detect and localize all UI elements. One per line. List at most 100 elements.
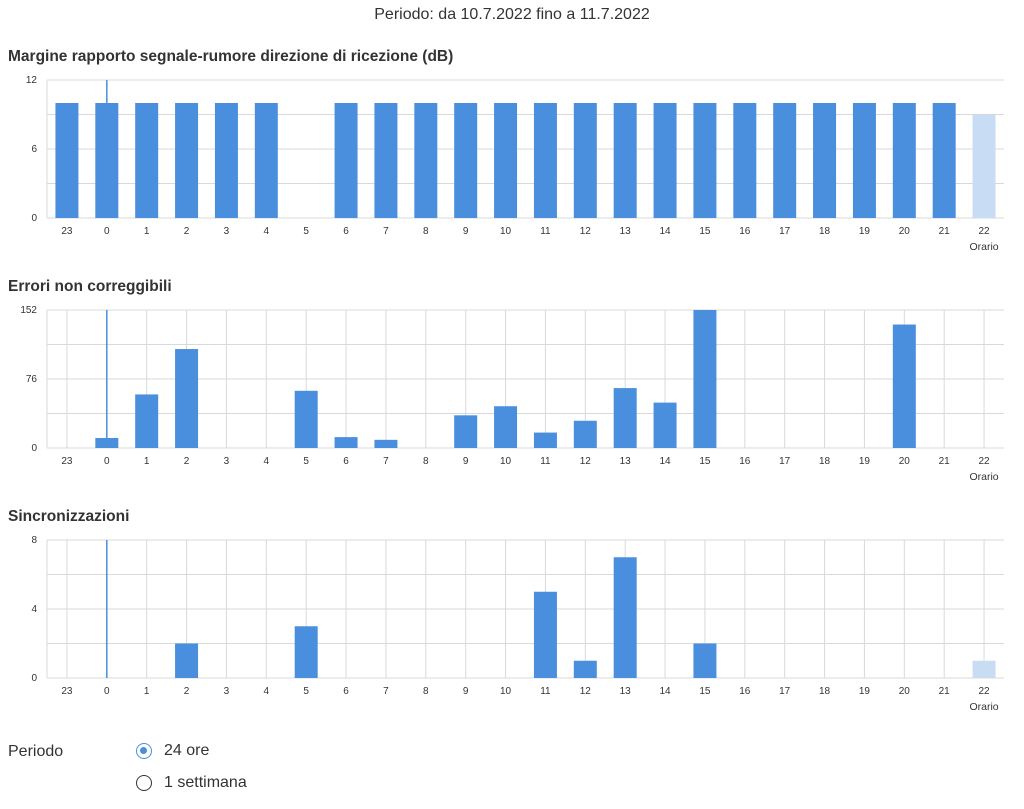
x-tick-label: 18 bbox=[819, 456, 831, 467]
x-tick-label: 3 bbox=[224, 226, 230, 237]
bar-12[interactable] bbox=[573, 660, 597, 678]
x-tick-label: 17 bbox=[779, 226, 791, 237]
x-tick-label: 1 bbox=[144, 456, 150, 467]
bar-12[interactable] bbox=[573, 103, 597, 218]
bar-11[interactable] bbox=[533, 591, 557, 678]
radio-unchecked-icon[interactable] bbox=[136, 775, 152, 791]
x-tick-label: 5 bbox=[303, 226, 309, 237]
x-tick-label: 0 bbox=[104, 456, 110, 467]
y-tick-label: 12 bbox=[26, 75, 38, 86]
bar-3[interactable] bbox=[214, 103, 238, 218]
x-tick-label: 9 bbox=[463, 226, 469, 237]
bar-2[interactable] bbox=[175, 349, 199, 448]
bar-22[interactable] bbox=[972, 660, 996, 678]
bar-14[interactable] bbox=[653, 402, 677, 448]
x-tick-label: 4 bbox=[264, 226, 270, 237]
bar-9[interactable] bbox=[454, 103, 478, 218]
bar-15[interactable] bbox=[693, 643, 717, 679]
bar-6[interactable] bbox=[334, 103, 358, 218]
x-tick-label: 11 bbox=[540, 456, 551, 467]
bar-18[interactable] bbox=[813, 103, 837, 218]
x-axis-title: Orario bbox=[969, 701, 998, 713]
bar-12[interactable] bbox=[573, 420, 597, 448]
chart-title-synchronizations: Sincronizzazioni bbox=[8, 508, 130, 525]
bar-15[interactable] bbox=[693, 103, 717, 218]
x-axis-title: Orario bbox=[969, 471, 998, 483]
x-tick-label: 13 bbox=[620, 456, 632, 467]
x-tick-label: 2 bbox=[184, 226, 190, 237]
bar-20[interactable] bbox=[892, 324, 916, 448]
x-tick-label: 10 bbox=[500, 686, 512, 697]
bar-17[interactable] bbox=[773, 103, 797, 218]
bar-4[interactable] bbox=[254, 103, 278, 218]
bar-5[interactable] bbox=[294, 390, 318, 448]
bar-2[interactable] bbox=[175, 643, 199, 679]
bar-7[interactable] bbox=[374, 103, 398, 218]
radio-1-week[interactable]: 1 settimana bbox=[136, 774, 247, 792]
chart-title-snr-margin: Margine rapporto segnale-rumore direzion… bbox=[8, 48, 454, 65]
period-selector: Periodo 24 ore 1 settimana bbox=[0, 736, 1024, 806]
x-tick-label: 1 bbox=[144, 686, 150, 697]
x-tick-label: 14 bbox=[660, 456, 672, 467]
bar-6[interactable] bbox=[334, 437, 358, 448]
y-tick-label: 0 bbox=[31, 673, 37, 684]
radio-24-hours[interactable]: 24 ore bbox=[136, 742, 209, 760]
bar-14[interactable] bbox=[653, 103, 677, 218]
x-tick-label: 16 bbox=[739, 456, 751, 467]
x-tick-label: 12 bbox=[580, 456, 592, 467]
bar-8[interactable] bbox=[414, 103, 438, 218]
x-tick-label: 3 bbox=[224, 456, 230, 467]
bar-20[interactable] bbox=[892, 103, 916, 218]
bar-23[interactable] bbox=[55, 103, 79, 218]
x-tick-label: 5 bbox=[303, 686, 309, 697]
bar-9[interactable] bbox=[454, 415, 478, 448]
x-tick-label: 10 bbox=[500, 226, 512, 237]
bar-16[interactable] bbox=[733, 103, 757, 218]
x-tick-label: 0 bbox=[104, 686, 110, 697]
x-tick-label: 7 bbox=[383, 456, 389, 467]
bar-11[interactable] bbox=[533, 432, 557, 448]
x-tick-label: 1 bbox=[144, 226, 150, 237]
bar-10[interactable] bbox=[494, 406, 518, 448]
radio-1-week-label: 1 settimana bbox=[164, 774, 247, 791]
bar-11[interactable] bbox=[533, 103, 557, 218]
x-tick-label: 15 bbox=[699, 686, 711, 697]
x-tick-label: 6 bbox=[343, 686, 349, 697]
x-tick-label: 19 bbox=[859, 686, 871, 697]
bar-19[interactable] bbox=[852, 103, 876, 218]
x-tick-label: 2 bbox=[184, 456, 190, 467]
bar-1[interactable] bbox=[135, 103, 159, 218]
x-tick-label: 15 bbox=[699, 226, 711, 237]
bar-13[interactable] bbox=[613, 103, 637, 218]
bar-10[interactable] bbox=[494, 103, 518, 218]
x-tick-label: 21 bbox=[939, 686, 951, 697]
chart-title-uncorrectable-errors: Errori non correggibili bbox=[8, 278, 172, 295]
x-tick-label: 4 bbox=[264, 686, 270, 697]
bar-22[interactable] bbox=[972, 114, 996, 219]
bar-13[interactable] bbox=[613, 557, 637, 678]
x-tick-label: 8 bbox=[423, 226, 429, 237]
bar-5[interactable] bbox=[294, 626, 318, 678]
bar-21[interactable] bbox=[932, 103, 956, 218]
period-header: Periodo: da 10.7.2022 fino a 11.7.2022 bbox=[374, 6, 650, 23]
y-tick-label: 0 bbox=[31, 443, 37, 454]
bar-7[interactable] bbox=[374, 439, 398, 448]
radio-checked-icon[interactable] bbox=[136, 743, 152, 759]
x-tick-label: 23 bbox=[61, 456, 73, 467]
x-tick-label: 7 bbox=[383, 226, 389, 237]
x-tick-label: 13 bbox=[620, 686, 632, 697]
y-tick-label: 6 bbox=[31, 144, 37, 155]
x-tick-label: 0 bbox=[104, 226, 110, 237]
bar-15[interactable] bbox=[693, 310, 717, 448]
x-tick-label: 20 bbox=[899, 456, 911, 467]
x-tick-label: 23 bbox=[61, 686, 73, 697]
bar-1[interactable] bbox=[135, 394, 159, 448]
y-tick-label: 4 bbox=[31, 604, 37, 615]
bar-13[interactable] bbox=[613, 388, 637, 448]
x-tick-label: 9 bbox=[463, 686, 469, 697]
x-axis-title: Orario bbox=[969, 241, 998, 253]
x-tick-label: 10 bbox=[500, 456, 512, 467]
bar-2[interactable] bbox=[175, 103, 199, 218]
x-tick-label: 16 bbox=[739, 686, 751, 697]
